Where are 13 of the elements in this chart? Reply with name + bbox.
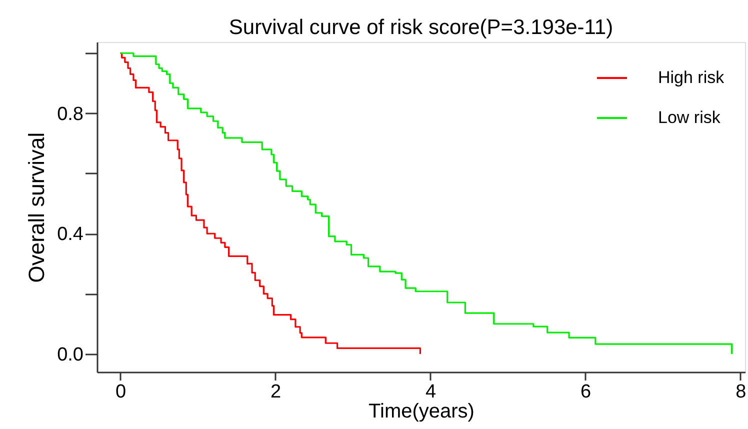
y-tick-label: 0.0 — [57, 344, 84, 366]
x-axis-title: Time(years) — [368, 400, 474, 422]
x-tick-label: 6 — [580, 382, 592, 402]
x-tick-label: 8 — [736, 382, 746, 402]
x-tick-label: 2 — [270, 382, 282, 402]
x-tick-label: 4 — [426, 382, 437, 402]
y-axis-title: Overall survival — [24, 132, 50, 283]
legend-label: High risk — [658, 68, 725, 87]
x-tick-label: 0 — [115, 382, 126, 402]
chart-title: Survival curve of risk score(P=3.193e-11) — [228, 16, 614, 39]
y-tick-label: 0.4 — [57, 224, 84, 246]
y-tick-label: 0.8 — [57, 104, 84, 125]
legend-label: Low risk — [658, 108, 721, 127]
